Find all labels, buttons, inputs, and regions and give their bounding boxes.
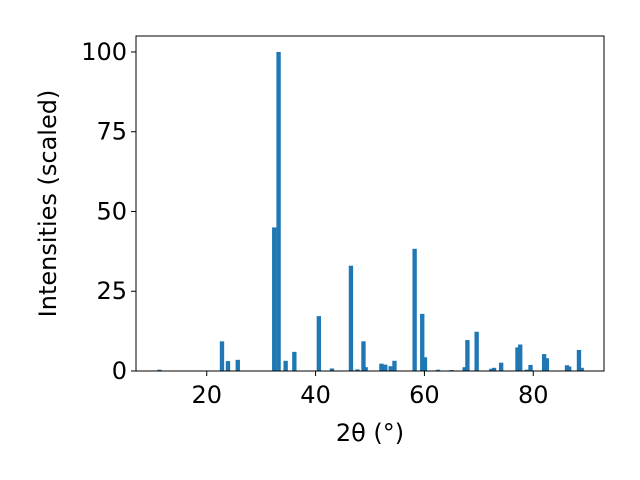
bar (420, 313, 425, 371)
plot-frame (135, 35, 605, 372)
bar (363, 367, 368, 371)
bar (567, 366, 572, 371)
bar (316, 316, 322, 371)
bar (518, 344, 523, 371)
x-tick-label: 80 (518, 381, 549, 409)
bar (392, 360, 397, 371)
x-tick-label: 60 (409, 381, 440, 409)
bar (272, 227, 277, 371)
bar (348, 265, 354, 371)
bar (379, 363, 384, 371)
x-axis-ticks: 20 40 60 80 (191, 371, 549, 409)
y-tick-label: 0 (112, 357, 127, 385)
y-tick-label: 100 (81, 38, 127, 66)
y-axis-label: Intensities (scaled) (34, 90, 62, 318)
y-tick-label: 50 (96, 197, 127, 225)
bar (422, 357, 428, 371)
x-tick-label: 40 (300, 381, 331, 409)
bar (355, 369, 360, 371)
bar (489, 368, 494, 371)
bar (235, 359, 240, 371)
y-tick-label: 75 (96, 118, 127, 146)
bar (491, 367, 497, 371)
y-tick-label: 25 (96, 277, 127, 305)
bar (388, 366, 393, 371)
x-tick-label: 20 (191, 381, 222, 409)
bar (435, 369, 441, 371)
bar (544, 358, 550, 371)
bar (276, 51, 281, 371)
bar (283, 360, 288, 371)
bar (329, 368, 335, 371)
bar (541, 354, 547, 371)
bar (528, 364, 533, 371)
bar (564, 365, 570, 371)
bar (524, 369, 529, 371)
bar (157, 369, 162, 371)
bar (474, 331, 479, 371)
bar (219, 341, 225, 371)
bar (462, 367, 467, 371)
x-axis-label: 2θ (°) (336, 419, 404, 447)
bar (361, 341, 366, 371)
bar (225, 361, 231, 371)
bar (292, 351, 297, 371)
bar (576, 349, 582, 371)
bar (465, 340, 470, 371)
bar (412, 248, 417, 371)
bar (383, 364, 388, 371)
bars-group (157, 51, 584, 371)
bar (579, 367, 584, 371)
bar (498, 362, 504, 371)
y-axis-ticks: 0 25 50 75 100 (81, 38, 136, 385)
bar (515, 347, 520, 371)
